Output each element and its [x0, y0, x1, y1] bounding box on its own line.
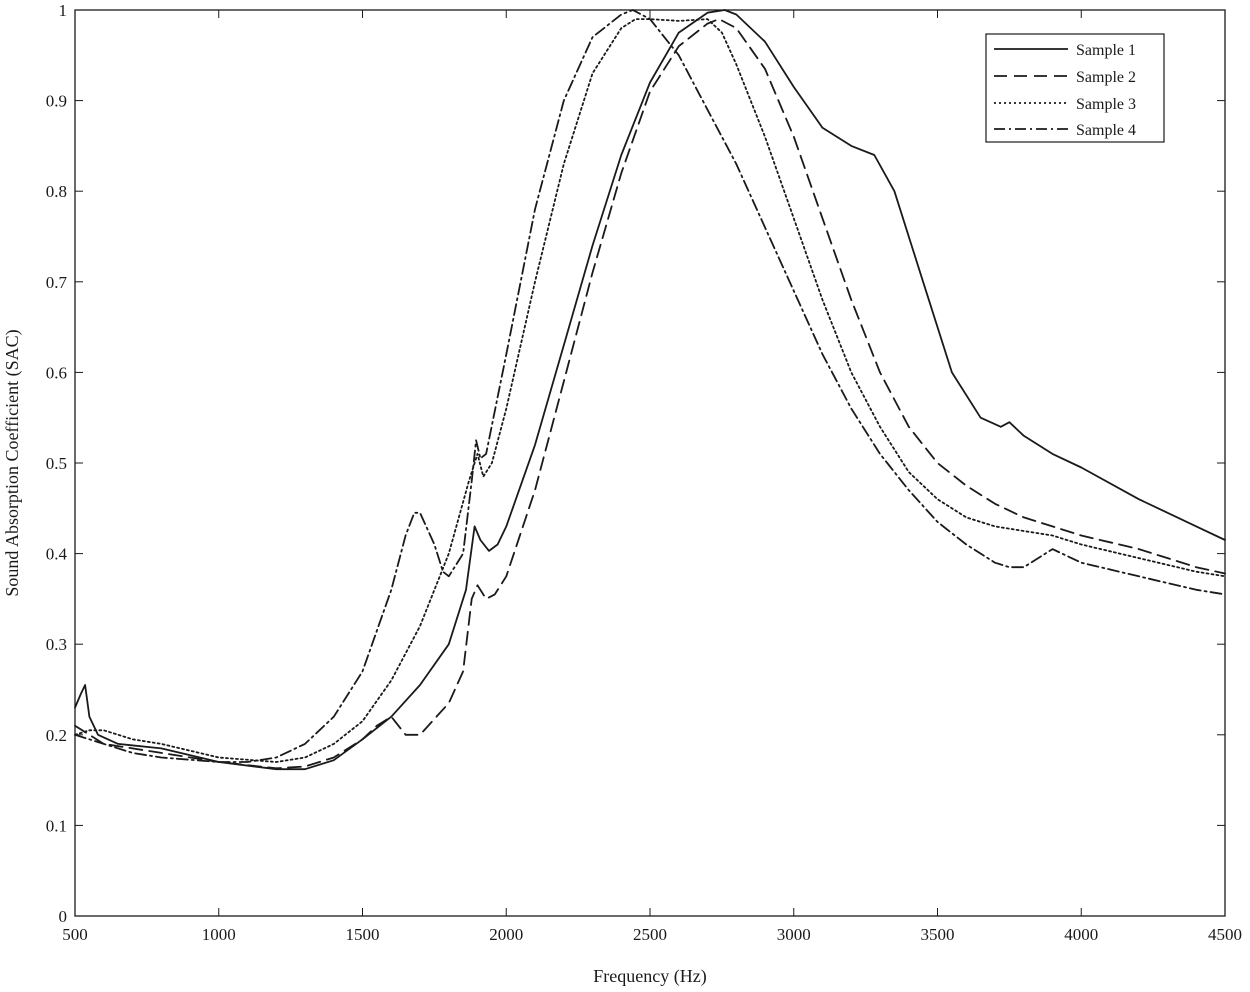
- legend-label-sample-1: Sample 1: [1076, 42, 1136, 59]
- y-tick-label: 0.7: [46, 273, 68, 292]
- series-line-sample-2: [74, 18, 1226, 770]
- series-lines: [74, 9, 1226, 771]
- series-line-sample-3: [74, 18, 1226, 763]
- legend: Sample 1 Sample 2 Sample 3 Sample 4: [985, 33, 1165, 143]
- x-tick-label: 2000: [489, 925, 523, 944]
- legend-label-sample-4: Sample 4: [1076, 122, 1136, 139]
- y-tick-label: 0: [59, 907, 68, 926]
- legend-label-sample-3: Sample 3: [1076, 96, 1136, 113]
- y-axis-title: Sound Absorption Coefficient (SAC): [2, 329, 23, 596]
- plot-frame: [74, 9, 1226, 917]
- x-tick-label: 2500: [633, 925, 667, 944]
- y-tick-label: 0.2: [46, 726, 67, 745]
- x-tick-label: 500: [62, 925, 88, 944]
- x-tick-label: 3500: [921, 925, 955, 944]
- x-tick-label: 1000: [202, 925, 236, 944]
- y-tick-label: 0.6: [46, 363, 67, 382]
- y-tick-label: 0.1: [46, 816, 67, 835]
- y-tick-label: 1: [59, 1, 68, 20]
- x-tick-label: 4000: [1064, 925, 1098, 944]
- x-axis-title: Frequency (Hz): [593, 966, 706, 987]
- x-tick-label: 4500: [1208, 925, 1242, 944]
- legend-label-sample-2: Sample 2: [1076, 69, 1136, 86]
- x-tick-label: 1500: [346, 925, 380, 944]
- axis-ticks: 500 1000 1500 2000 2500 3000 3500 4000 4500 0 0.1 0…: [46, 1, 1242, 944]
- legend-box: [985, 33, 1165, 143]
- x-tick-label: 3000: [777, 925, 811, 944]
- y-tick-label: 0.3: [46, 635, 67, 654]
- y-tick-label: 0.5: [46, 454, 67, 473]
- y-tick-label: 0.4: [46, 545, 68, 564]
- series-line-sample-4: [74, 9, 1226, 763]
- y-tick-label: 0.9: [46, 92, 67, 111]
- y-tick-label: 0.8: [46, 182, 67, 201]
